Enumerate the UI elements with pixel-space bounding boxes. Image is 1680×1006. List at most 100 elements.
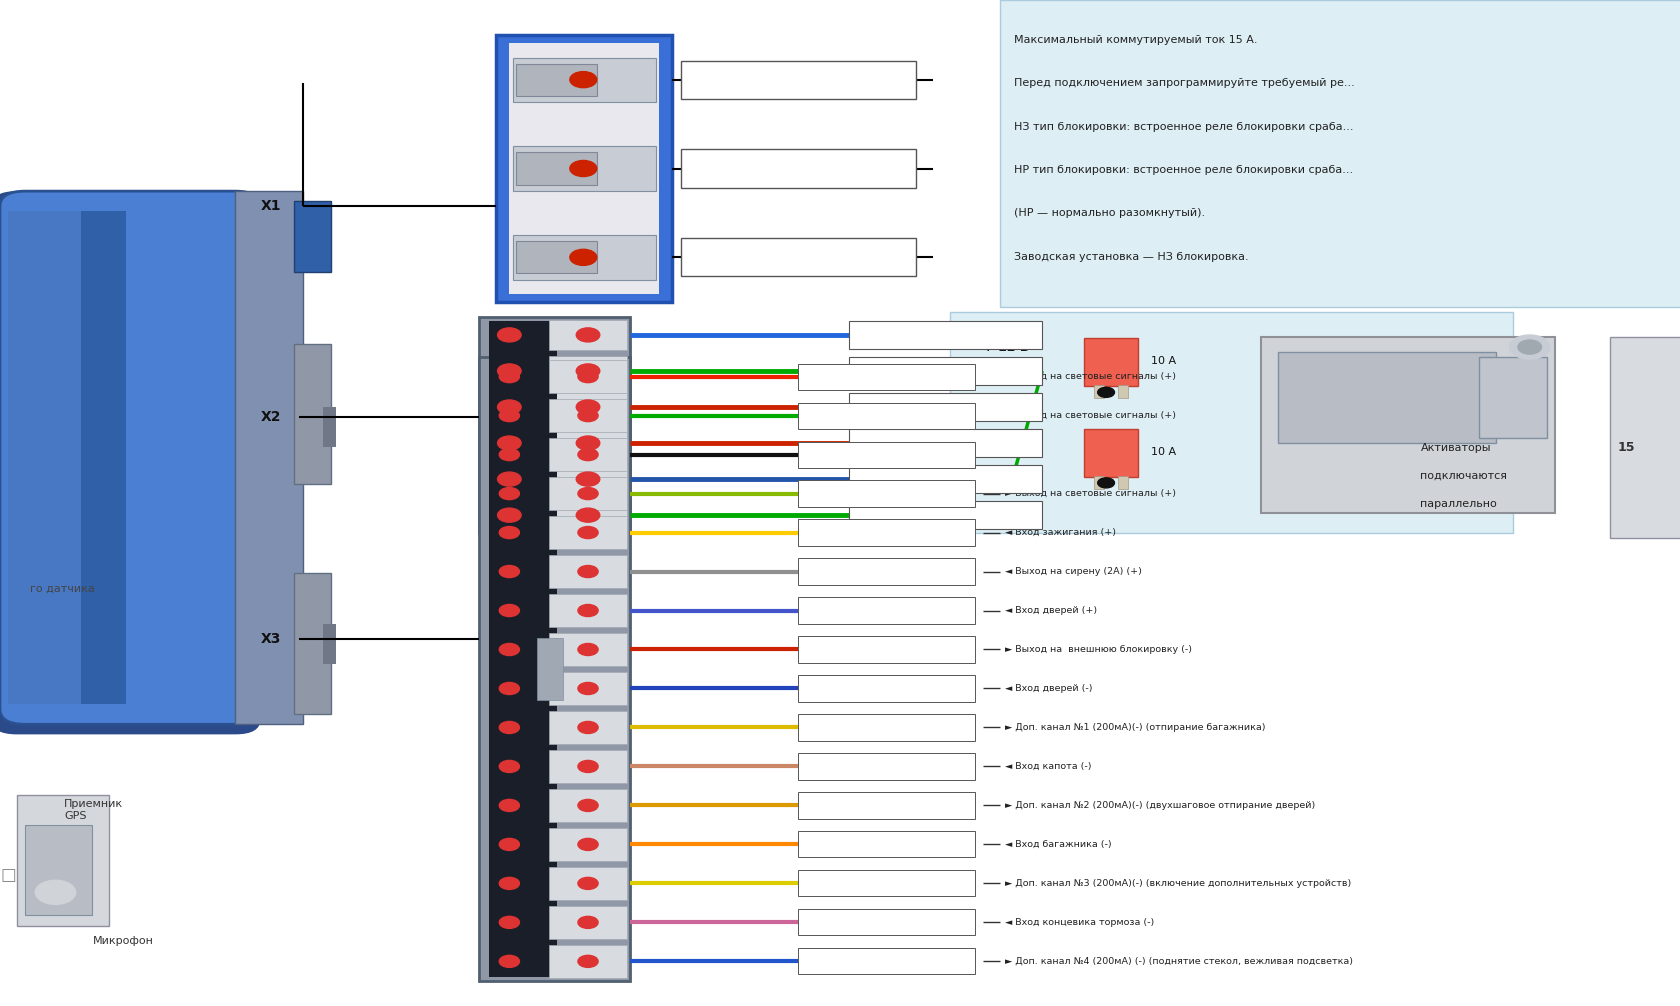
Text: черный: черный — [805, 450, 850, 460]
Circle shape — [499, 682, 519, 694]
Bar — [548, 399, 627, 433]
Bar — [798, 402, 974, 429]
Circle shape — [1517, 340, 1541, 354]
Text: желто-красный: желто-красный — [805, 801, 899, 811]
Text: подключаются: подключаются — [1420, 471, 1507, 481]
Text: желтый: желтый — [805, 527, 853, 537]
Bar — [798, 637, 974, 663]
Text: ► Выход на световые сигналы (+): ► Выход на световые сигналы (+) — [1005, 372, 1176, 381]
Text: 15: 15 — [1616, 442, 1633, 454]
Circle shape — [499, 877, 519, 889]
Bar — [496, 35, 672, 302]
Circle shape — [497, 364, 521, 378]
Bar — [489, 361, 556, 977]
Bar — [548, 391, 627, 423]
Circle shape — [35, 880, 76, 904]
Bar — [798, 598, 974, 624]
Bar — [516, 153, 596, 185]
Text: Приемник
GPS: Приемник GPS — [64, 799, 123, 821]
Bar — [548, 356, 627, 386]
Text: черно-красный: черно-красный — [857, 402, 954, 412]
Bar — [548, 555, 627, 589]
Text: 10 А: 10 А — [1151, 447, 1176, 457]
Bar — [548, 867, 627, 900]
Text: синий: синий — [805, 957, 840, 967]
Text: параллельно: параллельно — [1420, 499, 1497, 509]
Bar — [798, 714, 974, 740]
Text: ◄ Вход концевика тормоза (-): ◄ Вход концевика тормоза (-) — [1005, 917, 1154, 927]
Circle shape — [499, 409, 519, 422]
Bar — [548, 672, 627, 705]
Circle shape — [578, 488, 598, 500]
Text: нормально разомкнутый: нормально разомкнутый — [690, 250, 845, 264]
Bar — [235, 191, 302, 724]
Circle shape — [578, 800, 598, 812]
Text: оранж.-фиолет.: оранж.-фиолет. — [805, 917, 902, 928]
Text: зелено-черный: зелено-черный — [805, 410, 897, 421]
Bar — [512, 57, 655, 102]
Bar — [1609, 337, 1680, 538]
Bar — [548, 428, 627, 459]
Bar — [848, 357, 1042, 385]
Circle shape — [499, 605, 519, 617]
Circle shape — [499, 449, 519, 461]
Text: (НР — нормально разомкнутый).: (НР — нормально разомкнутый). — [1013, 208, 1205, 218]
Circle shape — [499, 956, 519, 968]
Bar — [798, 363, 974, 389]
Circle shape — [576, 328, 600, 342]
Circle shape — [497, 328, 521, 342]
Text: Микрофон: Микрофон — [92, 936, 153, 946]
FancyBboxPatch shape — [0, 191, 260, 734]
Circle shape — [576, 364, 600, 378]
Bar — [1084, 429, 1137, 477]
Text: синий: синий — [857, 330, 894, 340]
Bar — [548, 633, 627, 666]
Circle shape — [578, 682, 598, 694]
Bar — [536, 638, 563, 700]
Bar — [25, 825, 92, 915]
Circle shape — [497, 436, 521, 450]
Bar — [798, 831, 974, 857]
Bar — [548, 594, 627, 627]
Bar — [479, 317, 630, 533]
Circle shape — [1509, 335, 1549, 359]
Bar — [548, 828, 627, 861]
Bar — [548, 464, 627, 494]
Bar — [949, 312, 1512, 533]
Bar — [848, 393, 1042, 422]
Text: ∅: ∅ — [991, 368, 1001, 380]
Circle shape — [578, 877, 598, 889]
Circle shape — [1097, 387, 1114, 397]
Bar — [798, 675, 974, 701]
Bar — [1084, 338, 1137, 386]
Text: ► Выход на световые сигналы (+): ► Выход на световые сигналы (+) — [1005, 411, 1176, 421]
Text: ► Доп. канал №2 (200мА)(-) (двухшаговое отпирание дверей): ► Доп. канал №2 (200мА)(-) (двухшаговое … — [1005, 801, 1315, 810]
Bar — [848, 429, 1042, 457]
Circle shape — [576, 436, 600, 450]
Bar — [548, 320, 627, 350]
Bar — [548, 749, 627, 783]
Bar — [798, 442, 974, 468]
Bar — [680, 150, 916, 188]
Bar — [798, 949, 974, 975]
Text: НЗ тип блокировки: встроенное реле блокировки сраба...: НЗ тип блокировки: встроенное реле блоки… — [1013, 122, 1352, 132]
Text: ◄ Вход багажника (-): ◄ Вход багажника (-) — [1005, 840, 1110, 849]
Text: X1: X1 — [260, 199, 281, 213]
Bar — [1094, 476, 1104, 489]
Text: ◄ Вход капота (-): ◄ Вход капота (-) — [1005, 762, 1090, 771]
Text: НР тип блокировки: встроенное реле блокировки сраба...: НР тип блокировки: встроенное реле блоки… — [1013, 165, 1352, 175]
Circle shape — [1097, 478, 1114, 488]
Circle shape — [499, 370, 519, 382]
Bar — [548, 905, 627, 939]
Circle shape — [497, 400, 521, 414]
Bar — [548, 789, 627, 822]
Text: 10 А: 10 А — [1151, 356, 1176, 366]
Bar — [479, 357, 630, 981]
Text: + 12 В: + 12 В — [983, 341, 1030, 353]
Bar — [294, 201, 331, 272]
Circle shape — [578, 838, 598, 850]
Circle shape — [578, 565, 598, 577]
Text: ► Доп. канал №3 (200мА)(-) (включение дополнительных устройств): ► Доп. канал №3 (200мА)(-) (включение до… — [1005, 879, 1351, 888]
Text: черно-красный: черно-красный — [857, 438, 954, 448]
Bar — [294, 573, 331, 714]
